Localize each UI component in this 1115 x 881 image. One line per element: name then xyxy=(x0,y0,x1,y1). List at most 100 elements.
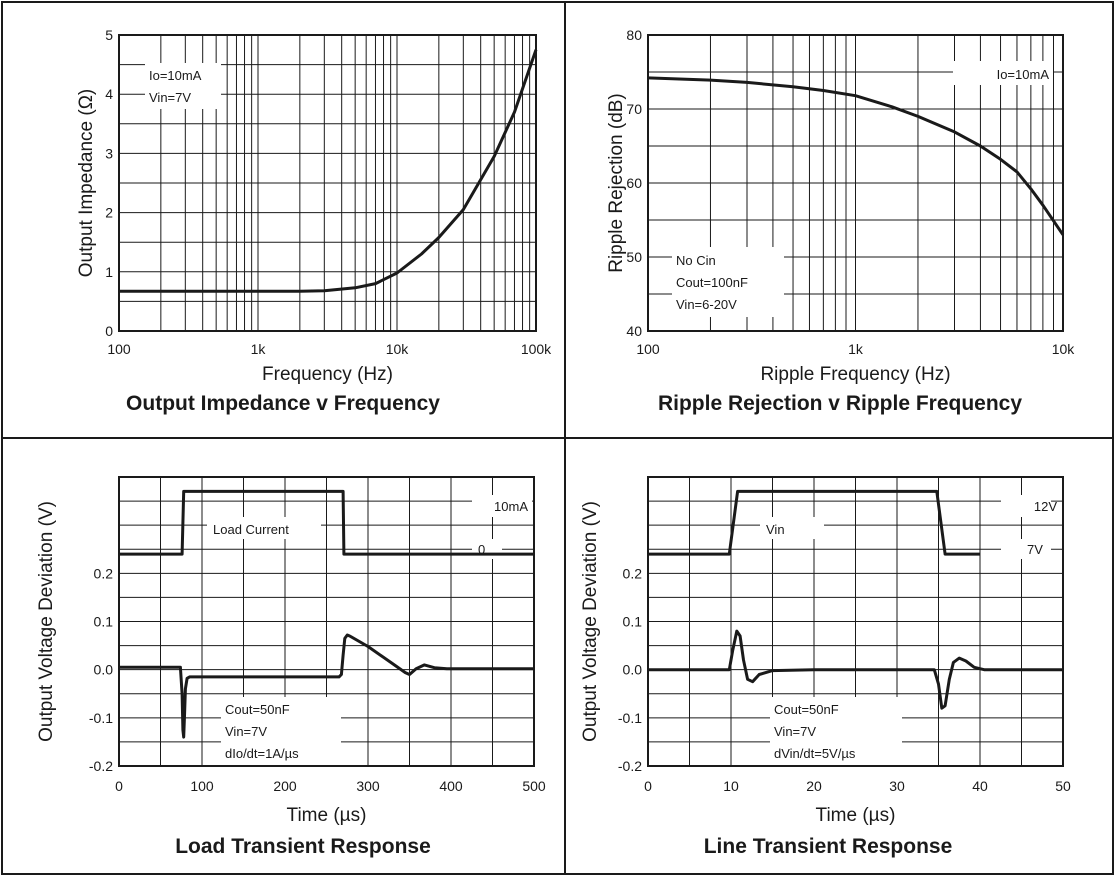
x-tick-label: 200 xyxy=(273,778,297,794)
y-tick-label: 0.1 xyxy=(623,614,643,630)
y-tick-label: 80 xyxy=(626,27,642,43)
y-axis-title: Ripple Rejection (dB) xyxy=(606,93,627,273)
annotation-text: Vin=6-20V xyxy=(676,297,737,312)
step-low-label: 7V xyxy=(1027,542,1043,557)
step-input-line xyxy=(648,489,980,556)
y-tick-label: 0.2 xyxy=(623,565,643,581)
step-high-label: 10mA xyxy=(494,499,528,514)
annotation-text: Io=10mA xyxy=(997,67,1050,82)
step-label: Load Current xyxy=(213,522,289,537)
annotation-backdrop xyxy=(1001,495,1051,517)
y-tick-label: 3 xyxy=(105,145,113,161)
x-tick-label: 100k xyxy=(521,341,552,357)
y-tick-label: -0.2 xyxy=(618,758,642,774)
annotation-backdrop xyxy=(221,697,341,765)
y-axis-title: Output Voltage Deviation (V) xyxy=(36,501,57,742)
chart-caption: Load Transient Response xyxy=(175,835,431,858)
annotation-text: No Cin xyxy=(676,253,716,268)
y-tick-label: 0.1 xyxy=(94,614,114,630)
y-tick-label: -0.1 xyxy=(618,710,642,726)
x-tick-label: 50 xyxy=(1055,778,1071,794)
chart-panel-4: 0 10 20 30 40 50 -0.2 -0.1 0.0 0.1 0.2 Time (µs) Out… xyxy=(580,476,1071,858)
y-tick-label: 0.0 xyxy=(623,662,643,678)
data-series-line xyxy=(648,629,1063,710)
annotation-text: Vin=7V xyxy=(225,724,267,739)
y-tick-label: -0.2 xyxy=(89,758,113,774)
x-tick-label: 0 xyxy=(644,778,652,794)
annotation-text: Cout=100nF xyxy=(676,275,748,290)
data-series-line xyxy=(647,76,1065,236)
annotation-text: Cout=50nF xyxy=(225,702,290,717)
y-tick-label: 0 xyxy=(105,323,113,339)
x-tick-label: 500 xyxy=(522,778,546,794)
y-tick-label: 0.2 xyxy=(94,565,114,581)
y-tick-label: 70 xyxy=(626,101,642,117)
step-high-label: 12V xyxy=(1034,499,1057,514)
tick-labels: 0 10 20 30 40 50 -0.2 -0.1 0.0 0.1 0.2 xyxy=(618,565,1071,794)
x-axis-title: Time (µs) xyxy=(287,805,367,826)
x-tick-label: 0 xyxy=(115,778,123,794)
step-input-line xyxy=(119,489,534,556)
x-tick-label: 10k xyxy=(386,341,410,357)
tick-labels: 100 1k 10k 100k 0 1 2 3 4 5 xyxy=(105,27,552,357)
chart-panel-3: 0 100 200 300 400 500 -0.2 -0.1 0.0 0.1 0.2 Time (µ… xyxy=(36,476,546,858)
y-tick-label: -0.1 xyxy=(89,710,113,726)
x-tick-label: 10 xyxy=(723,778,739,794)
x-axis-title: Time (µs) xyxy=(816,805,896,826)
annotation-backdrop xyxy=(760,517,824,539)
chart-panel-2: 100 1k 10k 40 50 60 70 80 Ripple Frequency (Hz) R… xyxy=(606,27,1075,415)
annotation-backdrop xyxy=(672,247,784,317)
annotation-text: dIo/dt=1A/µs xyxy=(225,746,299,761)
x-tick-label: 40 xyxy=(972,778,988,794)
annotation-text: dVin/dt=5V/µs xyxy=(774,746,856,761)
plot-border xyxy=(118,34,537,332)
data-series-line xyxy=(119,633,534,739)
x-axis-title: Frequency (Hz) xyxy=(262,364,393,385)
annotation-backdrop xyxy=(145,63,221,109)
data-series-line xyxy=(119,49,538,293)
grid xyxy=(118,34,537,332)
x-tick-label: 30 xyxy=(889,778,905,794)
chart-caption: Output Impedance v Frequency xyxy=(126,392,440,415)
annotation-backdrop xyxy=(770,697,902,765)
annotation-backdrop xyxy=(1001,539,1051,559)
plot-border xyxy=(647,34,1064,332)
y-axis-title: Output Voltage Deviation (V) xyxy=(580,501,601,742)
plot-border xyxy=(118,476,535,767)
y-tick-label: 5 xyxy=(105,27,113,43)
chart-caption: Ripple Rejection v Ripple Frequency xyxy=(658,392,1022,415)
tick-labels: 100 1k 10k 40 50 60 70 80 xyxy=(626,27,1075,357)
plot-border xyxy=(647,476,1064,767)
annotation-text: Io=10mA xyxy=(149,68,202,83)
annotation-backdrop xyxy=(472,539,502,559)
y-tick-label: 0.0 xyxy=(94,662,114,678)
chart-panel-1: 100 1k 10k 100k 0 1 2 3 4 5 Frequency (Hz) Output I… xyxy=(76,27,552,415)
tick-labels: 0 100 200 300 400 500 -0.2 -0.1 0.0 0.1 0.2 xyxy=(89,565,546,794)
x-tick-label: 100 xyxy=(190,778,214,794)
x-axis-title: Ripple Frequency (Hz) xyxy=(760,364,950,385)
y-tick-label: 40 xyxy=(626,323,642,339)
annotation-backdrop xyxy=(953,61,1053,85)
x-tick-label: 100 xyxy=(636,341,660,357)
y-tick-label: 60 xyxy=(626,175,642,191)
annotation-text: Cout=50nF xyxy=(774,702,839,717)
y-axis-title: Output Impedance (Ω) xyxy=(76,89,97,277)
grid xyxy=(118,476,535,767)
y-tick-label: 2 xyxy=(105,205,113,221)
chart-caption: Line Transient Response xyxy=(704,835,953,858)
annotation-text: Vin=7V xyxy=(774,724,816,739)
y-tick-label: 1 xyxy=(105,264,113,280)
y-tick-label: 4 xyxy=(105,86,113,102)
x-tick-label: 300 xyxy=(356,778,380,794)
x-tick-label: 20 xyxy=(806,778,822,794)
x-tick-label: 100 xyxy=(107,341,131,357)
step-label: Vin xyxy=(766,522,785,537)
x-tick-label: 1k xyxy=(848,341,864,357)
annotation-text: Vin=7V xyxy=(149,90,191,105)
y-tick-label: 50 xyxy=(626,249,642,265)
annotation-backdrop xyxy=(472,495,532,517)
step-low-label: 0 xyxy=(478,542,485,557)
x-tick-label: 1k xyxy=(251,341,267,357)
